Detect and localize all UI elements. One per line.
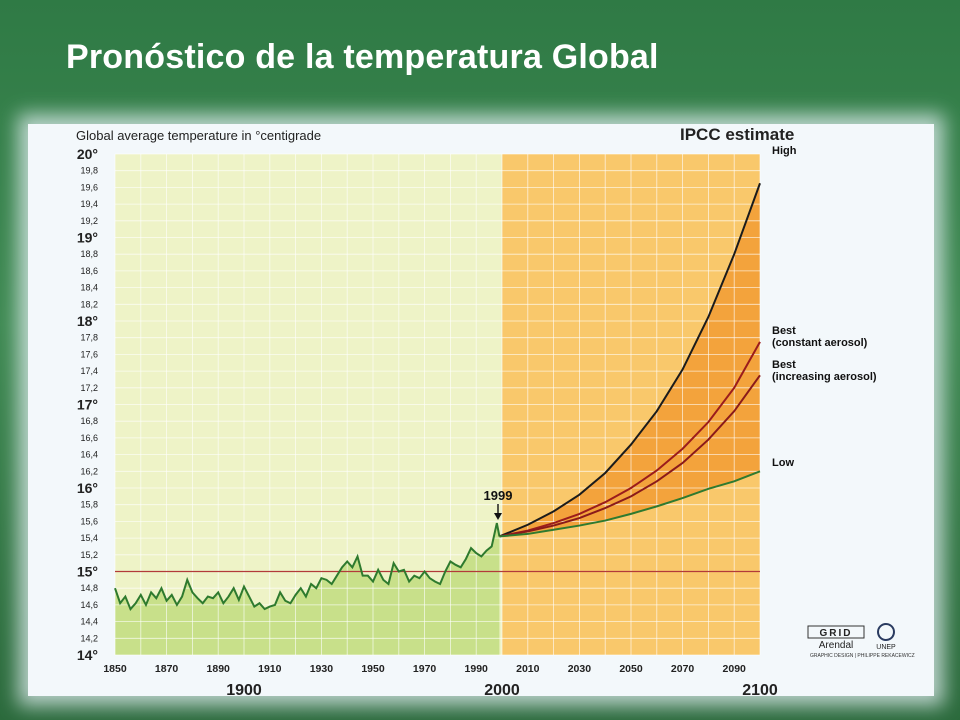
chart-title: IPCC estimate <box>680 125 794 144</box>
y-tick-minor: 14,8 <box>80 583 98 593</box>
y-tick-major: 18° <box>77 313 98 329</box>
y-tick-minor: 18,4 <box>80 283 98 293</box>
y-tick-minor: 19,4 <box>80 199 98 209</box>
x-tick-label: 1970 <box>413 663 437 675</box>
grid-logo: GRID <box>820 628 853 639</box>
y-tick-major: 19° <box>77 230 98 246</box>
y-tick-minor: 17,2 <box>80 383 98 393</box>
x-tick-label: 2010 <box>516 663 540 675</box>
y-tick-minor: 19,8 <box>80 166 98 176</box>
y-tick-major: 15° <box>77 564 98 580</box>
series-label-line: (constant aerosol) <box>772 337 868 349</box>
y-tick-minor: 18,6 <box>80 266 98 276</box>
series-label-line: Low <box>772 457 794 469</box>
y-tick-major: 17° <box>77 397 98 413</box>
y-tick-minor: 18,2 <box>80 299 98 309</box>
x-tick-label: 2050 <box>619 663 643 675</box>
forecast-uncertainty-band <box>499 183 760 537</box>
x-tick-label: 1850 <box>103 663 127 675</box>
x-tick-label: 1870 <box>155 663 179 675</box>
design-credit: GRAPHIC DESIGN | PHILIPPE REKACEWICZ <box>810 653 915 659</box>
century-label: 1900 <box>226 682 262 696</box>
logos: GRID Arendal UNEP GRAPHIC DESIGN | PHILI… <box>807 623 915 659</box>
y-tick-minor: 17,6 <box>80 349 98 359</box>
observed-temperature-line <box>114 522 501 611</box>
x-tick-label: 1950 <box>361 663 385 675</box>
series-line <box>499 470 761 538</box>
series-label: High <box>772 145 797 157</box>
series-label-line: (increasing aerosol) <box>772 371 877 383</box>
x-tick-label: 2030 <box>568 663 592 675</box>
slide-title: Pronóstico de la temperatura Global <box>66 38 659 76</box>
y-tick-minor: 17,4 <box>80 366 98 376</box>
series-line <box>499 374 761 538</box>
series-label-line: High <box>772 145 797 157</box>
y-tick-minor: 16,2 <box>80 466 98 476</box>
y-tick-minor: 18,8 <box>80 249 98 259</box>
annotation-label: 1999 <box>484 488 513 503</box>
series-label: Low <box>772 457 794 469</box>
y-tick-major: 14° <box>77 647 98 663</box>
x-tick-label: 1910 <box>258 663 282 675</box>
series-label-line: Best <box>772 359 796 371</box>
temperature-chart: 14° 15° 16° 17° 18° 19° 20° 14,2 14,4 14,6 14,8 15,… <box>76 125 915 696</box>
series-line <box>499 341 761 538</box>
observed-area <box>115 523 500 655</box>
arendal-logo: Arendal <box>819 640 853 651</box>
y-tick-minor: 16,8 <box>80 416 98 426</box>
series-label: Best (increasing aerosol) <box>772 359 877 383</box>
y-tick-minor: 15,6 <box>80 516 98 526</box>
area-fills <box>115 183 760 655</box>
century-label: 2100 <box>742 682 778 696</box>
annotation-arrowhead <box>494 513 502 520</box>
y-tick-major: 20° <box>77 146 98 162</box>
y-tick-minor: 19,6 <box>80 182 98 192</box>
y-tick-minor: 15,4 <box>80 533 98 543</box>
series-lines <box>114 182 761 611</box>
annotation-1999: 1999 <box>484 488 513 520</box>
grid-logo-box <box>807 625 865 639</box>
x-tick-label: 2090 <box>723 663 747 675</box>
y-tick-minor: 19,2 <box>80 216 98 226</box>
x-tick-label: 2070 <box>671 663 695 675</box>
x-tick-label: 1890 <box>207 663 231 675</box>
unep-logo: UNEP <box>876 644 896 651</box>
x-axis-ticks: 1850 1870 1890 1910 1930 1950 1970 1990 2010 2030… <box>103 663 778 696</box>
y-tick-minor: 15,2 <box>80 550 98 560</box>
x-tick-label: 1930 <box>310 663 334 675</box>
y-tick-minor: 14,2 <box>80 633 98 643</box>
y-tick-minor: 17,8 <box>80 333 98 343</box>
series-label: Best (constant aerosol) <box>772 325 868 349</box>
series-label-line: Best <box>772 325 796 337</box>
y-tick-minor: 16,6 <box>80 433 98 443</box>
y-axis-ticks: 14° 15° 16° 17° 18° 19° 20° 14,2 14,4 14,6 14,8 15,… <box>77 146 98 663</box>
chart-panel: 14° 15° 16° 17° 18° 19° 20° 14,2 14,4 14,6 14,8 15,… <box>28 124 934 696</box>
y-tick-minor: 15,8 <box>80 500 98 510</box>
y-tick-minor: 14,6 <box>80 600 98 610</box>
y-tick-minor: 14,4 <box>80 617 98 627</box>
y-axis-label: Global average temperature in °centigrad… <box>76 128 321 143</box>
series-line <box>499 182 761 538</box>
century-label: 2000 <box>484 682 520 696</box>
x-tick-label: 1990 <box>465 663 489 675</box>
y-tick-major: 16° <box>77 480 98 496</box>
y-tick-minor: 16,4 <box>80 450 98 460</box>
unep-emblem-icon <box>877 623 895 641</box>
